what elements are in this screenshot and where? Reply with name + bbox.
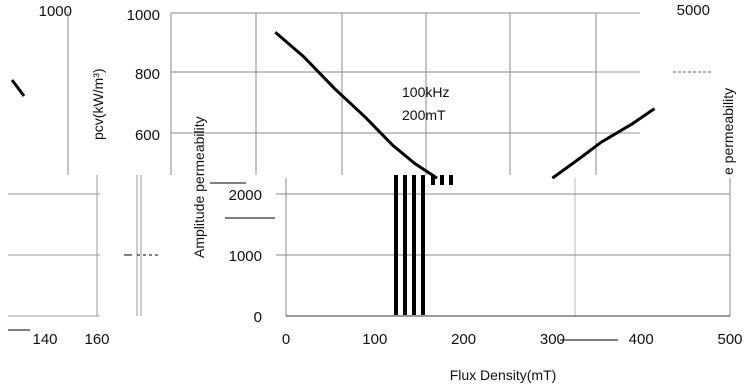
left-xtick-140: 140 [32, 331, 57, 348]
lower-ytick-2000: 2000 [229, 187, 262, 204]
lower-ytick-1000: 1000 [229, 248, 262, 265]
overlay-bars [394, 175, 453, 315]
right-ylabel-fragment: e permeability [720, 88, 736, 175]
upper-chart-grid-right [596, 12, 640, 134]
flux-annotation: 200mT [402, 107, 446, 123]
lower-xtick-group: 0 100 200 300 400 500 [282, 331, 743, 348]
upper-ytick-1000: 1000 [127, 7, 160, 24]
upper-series-line-1 [274, 31, 438, 180]
lower-xtick-500: 500 [717, 331, 742, 348]
dash-fragments [124, 182, 618, 341]
lower-xtick-300: 300 [540, 331, 565, 348]
left-curve-fragment [10, 79, 26, 97]
upper-ytick-800: 800 [135, 66, 160, 83]
lower-chart-grid [276, 178, 731, 317]
lower-ylabel: Amplitude permeability [191, 116, 207, 258]
upper-ytick-600: 600 [135, 127, 160, 144]
left-xtick-160: 160 [84, 331, 109, 348]
lower-xtick-100: 100 [362, 331, 387, 348]
freq-annotation: 100kHz [402, 84, 449, 100]
upper-series-group [274, 31, 656, 180]
upper-series-line-2 [551, 107, 656, 180]
lower-xlabel: Flux Density(mT) [450, 367, 557, 383]
lower-xtick-200: 200 [451, 331, 476, 348]
upper-ylabel: pcv(kW/m³) [90, 68, 106, 140]
right-ytick-5000: 5000 [677, 2, 710, 19]
lower-xtick-400: 400 [629, 331, 654, 348]
lower-left-grid [8, 175, 142, 317]
left-ytick-1000: 1000 [39, 3, 72, 20]
lower-ytick-0: 0 [254, 309, 262, 326]
upper-chart-grid [170, 12, 597, 175]
lower-xtick-0: 0 [282, 331, 290, 348]
